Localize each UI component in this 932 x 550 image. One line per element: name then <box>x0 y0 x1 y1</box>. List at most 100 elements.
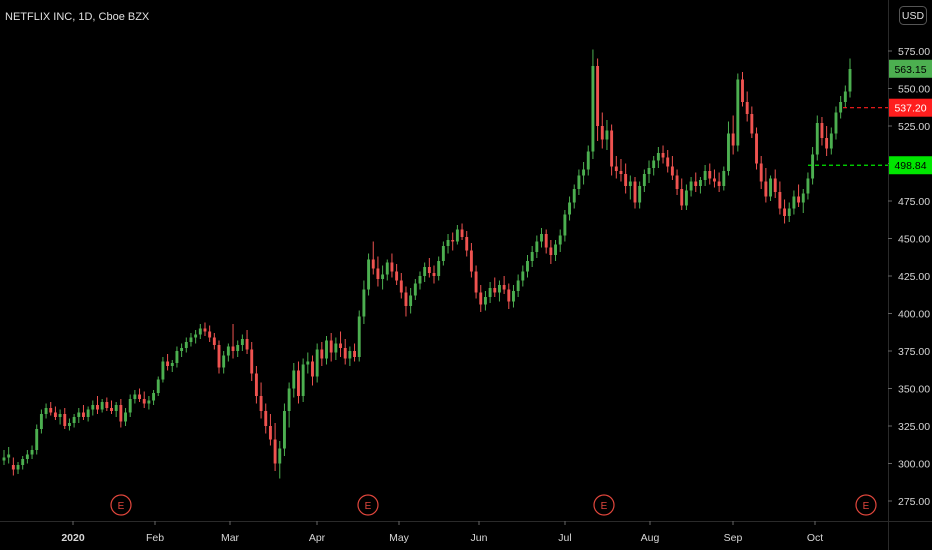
candle <box>86 406 90 422</box>
candle-body <box>843 91 847 102</box>
candle <box>605 120 609 150</box>
candle-body <box>254 373 258 396</box>
candle-body <box>306 361 310 365</box>
currency-label: USD <box>902 10 925 22</box>
candle <box>638 181 642 209</box>
candle-body <box>727 133 730 171</box>
candle <box>820 117 824 146</box>
candle-body <box>755 133 758 164</box>
candle-body <box>675 175 679 189</box>
candle-body <box>166 361 170 366</box>
candle-body <box>343 348 347 359</box>
candle <box>418 271 422 290</box>
candle <box>741 72 744 107</box>
candle-body <box>395 271 399 281</box>
earnings-marker-label: E <box>601 501 608 512</box>
candle <box>558 229 562 252</box>
candle-body <box>217 345 221 368</box>
candle-body <box>694 181 698 186</box>
candle-body <box>441 246 445 261</box>
earnings-marker[interactable]: E <box>855 494 877 516</box>
candle-body <box>100 402 104 410</box>
candle-body <box>231 346 235 351</box>
candle-body <box>483 297 487 305</box>
candle-body <box>624 174 628 186</box>
candle-body <box>642 174 646 186</box>
earnings-marker[interactable]: E <box>357 494 379 516</box>
candle-body <box>329 340 333 353</box>
candle <box>647 160 651 183</box>
time-axis[interactable]: 2020 Feb Mar Apr May Jun Jul Aug Sep Oct <box>61 521 823 544</box>
currency-button[interactable]: USD <box>899 6 927 25</box>
candle-body <box>77 412 81 417</box>
price-tag: 563.15 <box>889 59 932 78</box>
candle-body <box>348 351 352 359</box>
price-axis[interactable]: 275.00 300.00 325.00 350.00 375.00 400.00 425.… <box>888 46 930 508</box>
candle-body <box>91 405 95 410</box>
candle-body <box>586 151 590 170</box>
candle-body <box>362 289 366 317</box>
candle-body <box>147 400 151 404</box>
candle <box>497 280 501 302</box>
candle <box>353 343 357 362</box>
candle-body <box>21 459 25 465</box>
candle-body <box>722 171 726 186</box>
candle <box>311 355 314 386</box>
candle-body <box>212 337 216 345</box>
candle-body <box>390 262 394 272</box>
candle-body <box>544 234 548 248</box>
candle-body <box>292 370 296 389</box>
candle <box>217 340 221 374</box>
candle <box>236 340 240 357</box>
candle-body <box>264 411 268 426</box>
candle <box>465 231 469 257</box>
candle <box>708 163 712 185</box>
candle-body <box>142 399 146 404</box>
earnings-marker[interactable]: E <box>593 494 615 516</box>
earnings-marker[interactable]: E <box>110 494 132 516</box>
candle <box>413 279 417 300</box>
candle-body <box>572 189 576 203</box>
candle <box>483 291 487 311</box>
candle-body <box>549 247 553 255</box>
candle-body <box>259 396 263 411</box>
candle-body <box>633 181 637 203</box>
candle-body <box>479 292 483 305</box>
candle <box>619 159 623 182</box>
candle <box>769 175 772 201</box>
candle <box>278 441 282 479</box>
candle <box>147 396 151 410</box>
candle <box>493 277 497 297</box>
candle <box>526 255 529 278</box>
candle-body <box>339 343 342 348</box>
candle <box>703 165 707 186</box>
price-tag-label: 498.84 <box>894 160 926 172</box>
candle-body <box>119 405 123 422</box>
candle <box>77 408 81 423</box>
candle <box>516 274 520 297</box>
candle-body <box>170 363 174 366</box>
price-lines <box>808 107 888 166</box>
candle-body <box>577 175 581 189</box>
candle <box>268 414 272 446</box>
candle <box>670 156 674 180</box>
candle-body <box>2 457 6 461</box>
candle <box>96 396 99 414</box>
candle-body <box>811 154 815 179</box>
candle <box>698 177 702 194</box>
candle <box>339 331 342 357</box>
candle-body <box>507 289 511 302</box>
candle-body <box>680 189 684 206</box>
candle-body <box>582 169 586 176</box>
candle <box>801 189 805 213</box>
chart-title: NETFLIX INC, 1D, Cboe BZX <box>5 11 150 23</box>
candle <box>343 339 347 365</box>
candle <box>142 391 146 408</box>
price-tick-label: 450.00 <box>898 234 930 246</box>
candle-body <box>35 429 39 450</box>
time-tick-label: Apr <box>309 532 326 544</box>
candle-body <box>399 280 403 293</box>
candle <box>334 337 338 360</box>
price-tick-label: 475.00 <box>898 196 930 208</box>
